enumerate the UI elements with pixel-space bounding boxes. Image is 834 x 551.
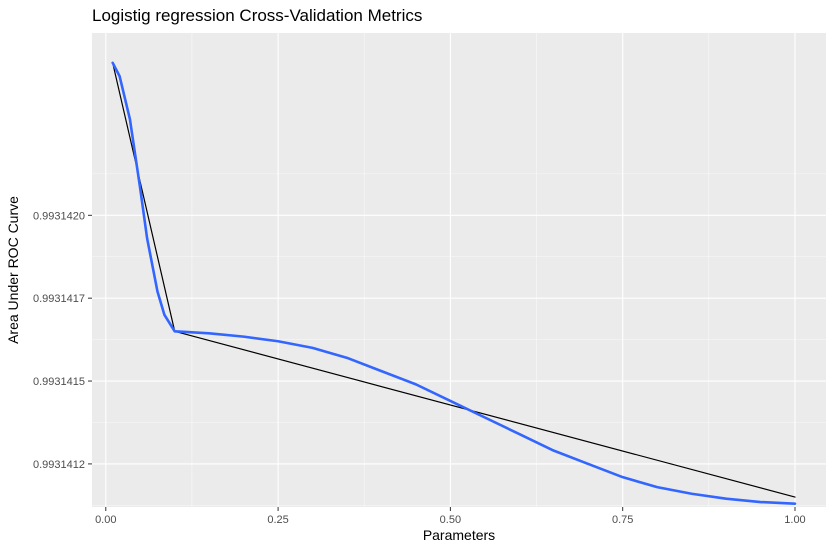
y-axis-title: Area Under ROC Curve <box>5 196 21 344</box>
y-tick-label: 0.9931417 <box>33 293 85 305</box>
chart-title: Logistig regression Cross-Validation Met… <box>92 6 422 25</box>
x-tick-label: 0.75 <box>612 514 633 526</box>
series-layer <box>111 61 797 505</box>
x-tick-label: 1.00 <box>784 514 805 526</box>
x-tick-label: 0.00 <box>95 514 116 526</box>
y-tick-label: 0.9931412 <box>33 459 85 471</box>
x-axis-title: Parameters <box>423 527 495 543</box>
grid-layer <box>92 33 826 507</box>
y-tick-label: 0.9931415 <box>33 376 85 388</box>
x-axis: 0.00 0.25 0.50 0.75 1.00 <box>95 507 806 526</box>
x-tick-label: 0.25 <box>267 514 288 526</box>
smooth-trend-line <box>111 61 797 505</box>
y-tick-label: 0.9931420 <box>33 210 85 222</box>
x-tick-label: 0.50 <box>440 514 461 526</box>
y-axis: 0.9931412 0.9931415 0.9931417 0.9931420 <box>33 210 92 471</box>
plot-panel <box>92 33 826 507</box>
